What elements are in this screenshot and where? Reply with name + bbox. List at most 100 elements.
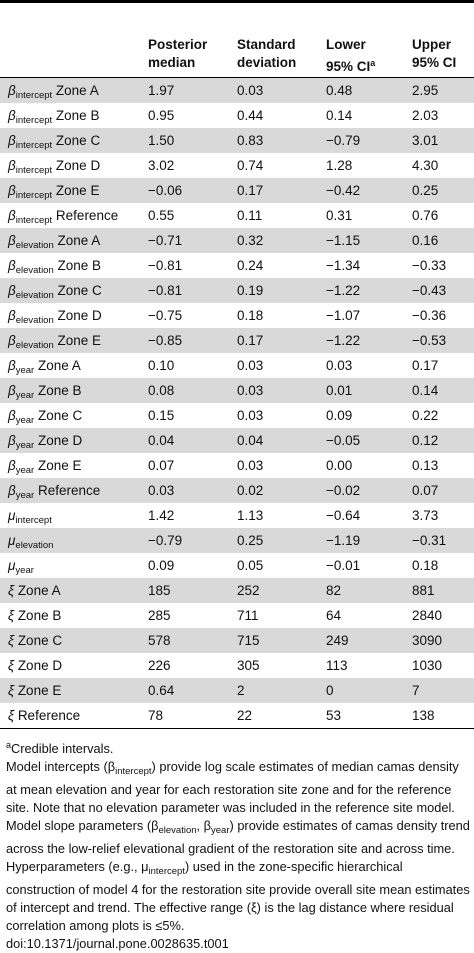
cell-value: 1.28	[326, 158, 353, 173]
cell-value: 0.17	[237, 183, 264, 198]
cell-value: −0.42	[326, 183, 361, 198]
header-line: Standard	[237, 36, 296, 54]
subscript: intercept	[15, 115, 53, 126]
zone: Zone A	[57, 233, 101, 248]
top-rule	[0, 0, 474, 3]
subscript: elevation	[15, 240, 54, 251]
header-line: 95% CIa	[326, 54, 375, 76]
cell-value: 4.30	[412, 158, 439, 173]
cell-value: −0.02	[326, 483, 361, 498]
cell-value: −0.85	[148, 333, 183, 348]
zone: Zone A	[37, 358, 81, 373]
zone: Zone C	[17, 633, 63, 648]
symbol: β	[8, 408, 16, 423]
table-row: ξ Zone C 578 715 249 3090	[0, 628, 474, 653]
subscript: year	[211, 825, 230, 836]
cell-value: 0.48	[326, 83, 353, 98]
footnote-paragraph: Model intercepts (βintercept) provide lo…	[6, 758, 470, 935]
cell-value: 711	[237, 608, 259, 623]
row-label: βelevation Zone B	[8, 253, 101, 283]
symbol: β	[8, 433, 16, 448]
bottom-rule	[0, 728, 474, 729]
subscript: intercept	[15, 140, 53, 151]
subscript: intercept	[15, 515, 52, 526]
symbol: β	[8, 358, 16, 373]
subscript: intercept	[15, 90, 53, 101]
table-row: βyear Reference 0.03 0.02 −0.02 0.07	[0, 478, 474, 503]
zone: Zone A	[55, 83, 99, 98]
cell-value: 0.03	[237, 83, 264, 98]
table-row: βyear Zone E 0.07 0.03 0.00 0.13	[0, 453, 474, 478]
zone: Zone E	[17, 683, 62, 698]
row-label: βyear Zone D	[8, 428, 82, 458]
doi: doi:10.1371/journal.pone.0028635.t001	[6, 936, 229, 951]
subscript: elevation	[15, 290, 54, 301]
header-rule	[0, 77, 474, 78]
symbol: μ	[8, 558, 16, 573]
zone: Zone D	[55, 158, 101, 173]
table-row: βintercept Zone B 0.95 0.44 0.14 2.03	[0, 103, 474, 128]
cell-value: 0.01	[326, 383, 353, 398]
cell-value: −0.06	[148, 183, 183, 198]
cell-value: 3.01	[412, 133, 439, 148]
cell-value: 2	[237, 683, 245, 698]
table-row: βintercept Zone E −0.06 0.17 −0.42 0.25	[0, 178, 474, 203]
cell-value: 0.17	[237, 333, 264, 348]
table-row: μintercept 1.42 1.13 −0.64 3.73	[0, 503, 474, 528]
symbol: ξ	[8, 633, 15, 648]
cell-value: 0.64	[148, 683, 175, 698]
cell-value: 0.10	[148, 358, 175, 373]
row-label: μelevation	[8, 528, 53, 558]
subscript: year	[15, 465, 35, 476]
header-line: 95% CI	[412, 54, 456, 72]
cell-value: 0.22	[412, 408, 439, 423]
cell-value: 0.55	[148, 208, 175, 223]
cell-value: −0.05	[326, 433, 361, 448]
cell-value: −0.71	[148, 233, 183, 248]
symbol: β	[8, 483, 16, 498]
cell-value: 305	[237, 658, 260, 673]
cell-value: −1.34	[326, 258, 361, 273]
symbol: ξ	[8, 708, 15, 723]
symbol: β	[8, 233, 16, 248]
subscript: year	[15, 365, 35, 376]
cell-value: 285	[148, 608, 171, 623]
cell-value: 0.15	[148, 408, 175, 423]
footnote: aCredible intervals.	[6, 736, 470, 758]
cell-value: 1.97	[148, 83, 175, 98]
table-row: ξ Zone D 226 305 113 1030	[0, 653, 474, 678]
cell-value: 0.19	[237, 283, 264, 298]
cell-value: 715	[237, 633, 260, 648]
cell-value: 0.03	[237, 408, 264, 423]
row-label: βyear Reference	[8, 478, 100, 508]
table-row: βelevation Zone B −0.81 0.24 −1.34 −0.33	[0, 253, 474, 278]
cell-value: 0.24	[237, 258, 264, 273]
zone: Zone D	[37, 433, 83, 448]
cell-value: 0.12	[412, 433, 439, 448]
cell-value: 0.74	[237, 158, 264, 173]
row-label: βintercept Reference	[8, 203, 118, 233]
symbol: β	[8, 83, 16, 98]
cell-value: −1.22	[326, 283, 361, 298]
text: ) used in the zone-specific hierarchical…	[6, 859, 470, 933]
table-row: βelevation Zone A −0.71 0.32 −1.15 0.16	[0, 228, 474, 253]
row-label: βintercept Zone A	[8, 78, 99, 108]
header-line: Upper	[412, 36, 456, 54]
cell-value: 0.03	[148, 483, 175, 498]
zone: Zone B	[55, 108, 100, 123]
cell-value: 1.50	[148, 133, 175, 148]
cell-value: 7	[412, 683, 420, 698]
cell-value: 0.07	[148, 458, 175, 473]
cell-value: 0.17	[412, 358, 439, 373]
table-row: βyear Zone B 0.08 0.03 0.01 0.14	[0, 378, 474, 403]
cell-value: 0.13	[412, 458, 439, 473]
table-row: ξ Zone A 185 252 82 881	[0, 578, 474, 603]
subscript: intercept	[15, 190, 53, 201]
zone: Zone B	[37, 383, 82, 398]
subscript: elevation	[15, 315, 54, 326]
cell-value: −0.43	[412, 283, 447, 298]
column-header: Upper 95% CI	[412, 36, 456, 72]
row-label: ξ Zone B	[8, 603, 61, 628]
cell-value: −0.64	[326, 508, 361, 523]
cell-value: 249	[326, 633, 349, 648]
